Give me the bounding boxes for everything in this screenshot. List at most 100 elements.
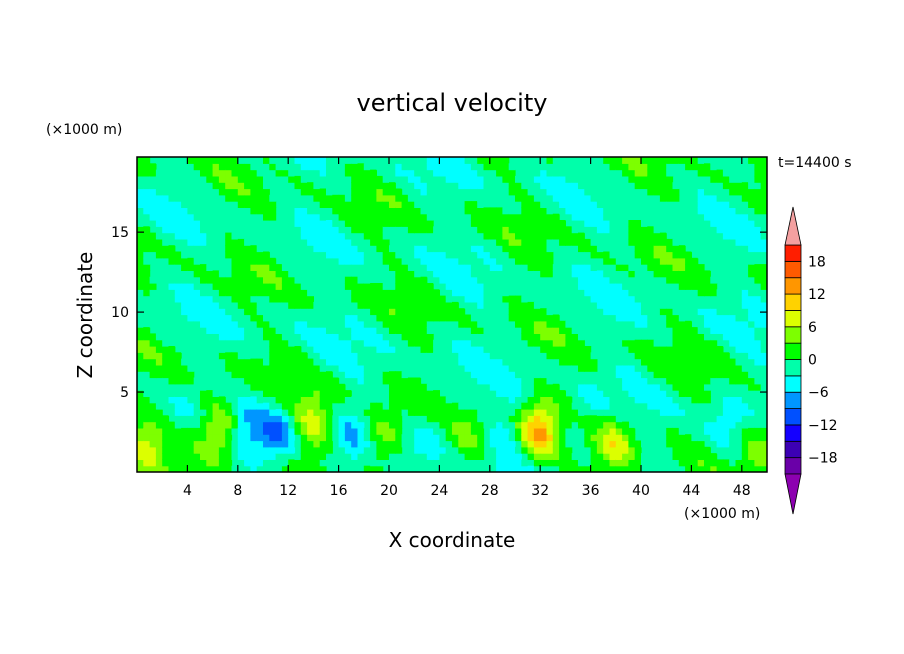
field-cell bbox=[452, 169, 459, 177]
field-cell bbox=[382, 188, 390, 196]
field-cell bbox=[420, 232, 428, 240]
field-cell bbox=[527, 421, 535, 429]
field-cell bbox=[445, 446, 453, 454]
field-cell bbox=[244, 295, 251, 303]
field-cell bbox=[590, 327, 598, 334]
field-cell bbox=[590, 232, 598, 240]
field-cell bbox=[710, 409, 718, 416]
field-cell bbox=[433, 245, 440, 253]
field-cell bbox=[426, 352, 434, 360]
field-cell bbox=[426, 169, 434, 177]
field-cell bbox=[181, 175, 188, 183]
field-cell bbox=[433, 207, 440, 215]
field-cell bbox=[143, 465, 151, 472]
field-cell bbox=[319, 427, 327, 435]
field-cell bbox=[426, 295, 434, 303]
field-cell bbox=[439, 220, 447, 227]
field-cell bbox=[634, 308, 642, 316]
field-cell bbox=[143, 289, 151, 297]
field-cell bbox=[659, 390, 667, 397]
field-cell bbox=[634, 327, 642, 334]
field-cell bbox=[281, 383, 289, 391]
field-cell bbox=[439, 301, 447, 309]
field-cell bbox=[477, 409, 485, 416]
field-cell bbox=[426, 301, 434, 309]
field-cell bbox=[426, 421, 434, 429]
field-cell bbox=[389, 446, 396, 454]
field-cell bbox=[691, 383, 699, 391]
field-cell bbox=[168, 396, 176, 404]
field-cell bbox=[149, 245, 157, 253]
field-cell bbox=[489, 308, 497, 316]
field-cell bbox=[244, 283, 251, 290]
field-cell bbox=[760, 396, 767, 404]
field-cell bbox=[546, 446, 554, 454]
field-cell bbox=[407, 377, 415, 385]
field-cell bbox=[628, 245, 636, 253]
field-cell bbox=[426, 383, 434, 391]
field-cell bbox=[382, 402, 390, 410]
field-cell bbox=[735, 396, 743, 404]
field-cell bbox=[294, 220, 302, 227]
field-cell bbox=[653, 446, 661, 454]
field-cell bbox=[200, 364, 207, 372]
field-cell bbox=[590, 220, 598, 227]
field-cell bbox=[445, 276, 453, 284]
field-cell bbox=[445, 320, 453, 328]
field-cell bbox=[502, 169, 510, 177]
field-cell bbox=[502, 238, 510, 246]
field-cell bbox=[433, 226, 440, 234]
field-cell bbox=[697, 207, 705, 215]
field-cell bbox=[420, 276, 428, 284]
field-cell bbox=[653, 251, 661, 259]
field-cell bbox=[464, 270, 472, 278]
field-cell bbox=[263, 157, 270, 164]
field-cell bbox=[155, 440, 163, 448]
field-cell bbox=[584, 169, 592, 177]
field-cell bbox=[628, 308, 636, 316]
field-cell bbox=[622, 421, 629, 429]
field-cell bbox=[263, 333, 270, 341]
field-cell bbox=[559, 390, 566, 397]
field-cell bbox=[244, 182, 251, 190]
field-cell bbox=[401, 327, 409, 334]
field-cell bbox=[307, 364, 314, 372]
field-cell bbox=[641, 276, 648, 284]
field-cell bbox=[521, 226, 529, 234]
field-cell bbox=[609, 453, 617, 460]
field-cell bbox=[653, 402, 661, 410]
field-cell bbox=[477, 427, 485, 435]
field-cell bbox=[363, 308, 371, 316]
field-cell bbox=[174, 453, 182, 460]
field-cell bbox=[678, 402, 686, 410]
field-cell bbox=[162, 465, 170, 472]
field-cell bbox=[552, 459, 560, 467]
field-cell bbox=[338, 346, 346, 353]
field-cell bbox=[263, 383, 270, 391]
field-cell bbox=[515, 201, 522, 208]
field-cell bbox=[741, 295, 749, 303]
field-cell bbox=[458, 409, 466, 416]
field-cell bbox=[578, 409, 585, 416]
field-cell bbox=[704, 383, 711, 391]
field-cell bbox=[300, 188, 308, 196]
field-cell bbox=[225, 289, 233, 297]
field-cell bbox=[729, 157, 737, 164]
field-cell bbox=[653, 276, 661, 284]
field-cell bbox=[187, 453, 195, 460]
field-cell bbox=[281, 364, 289, 372]
field-cell bbox=[735, 402, 743, 410]
field-cell bbox=[584, 264, 592, 271]
field-cell bbox=[250, 295, 258, 303]
field-cell bbox=[426, 446, 434, 454]
field-cell bbox=[395, 459, 403, 467]
field-cell bbox=[584, 289, 592, 297]
field-cell bbox=[634, 276, 642, 284]
field-cell bbox=[754, 301, 762, 309]
field-cell bbox=[389, 169, 396, 177]
field-cell bbox=[641, 251, 648, 259]
field-cell bbox=[200, 446, 207, 454]
field-cell bbox=[263, 314, 270, 322]
field-cell bbox=[666, 257, 674, 265]
field-cell bbox=[760, 358, 767, 366]
